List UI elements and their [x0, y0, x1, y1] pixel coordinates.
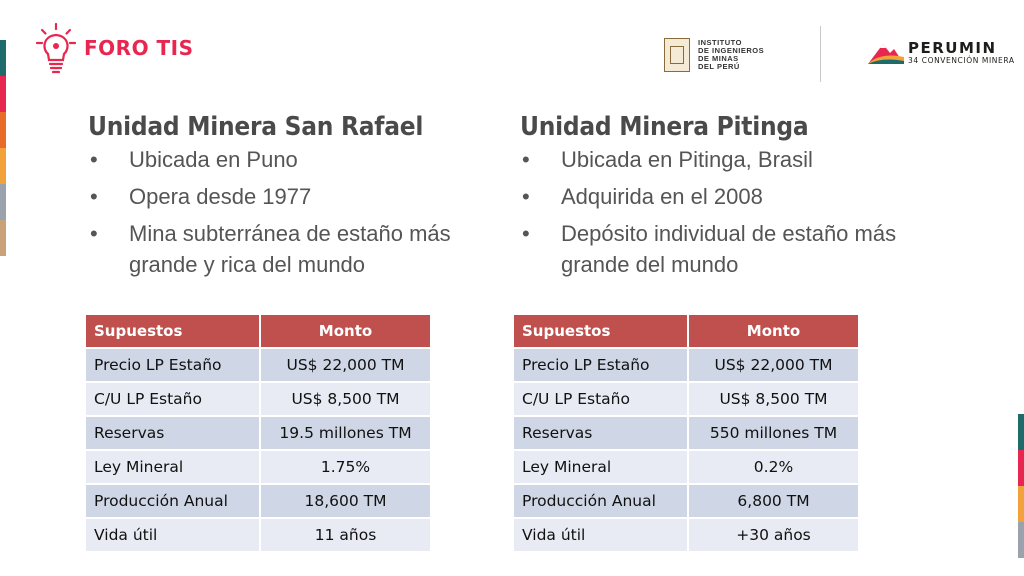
san-rafael-table: Supuestos Monto Precio LP Estaño US$ 22,… [84, 313, 432, 553]
perumin-subtitle: 34 CONVENCIÓN MINERA [908, 56, 1015, 65]
column-header: Monto [261, 315, 430, 347]
table-cell: Vida útil [514, 519, 687, 551]
list-item: Mina subterránea de estaño más grande y … [88, 218, 488, 280]
table-cell: US$ 8,500 TM [689, 383, 858, 415]
table-cell: US$ 8,500 TM [261, 383, 430, 415]
list-item: Depósito individual de estaño más grande… [520, 218, 920, 280]
column-header: Supuestos [86, 315, 259, 347]
list-item: Adquirida en el 2008 [520, 181, 920, 212]
table-row: Precio LP Estaño US$ 22,000 TM [514, 349, 858, 381]
table-cell: US$ 22,000 TM [689, 349, 858, 381]
bullet-list: Ubicada en Pitinga, Brasil Adquirida en … [520, 144, 920, 280]
table-cell: Producción Anual [86, 485, 259, 517]
table-cell: C/U LP Estaño [86, 383, 259, 415]
table-row: C/U LP Estaño US$ 8,500 TM [86, 383, 430, 415]
san-rafael-section: Unidad Minera San Rafael Ubicada en Puno… [88, 112, 488, 286]
table-cell: Reservas [86, 417, 259, 449]
table-cell: Ley Mineral [514, 451, 687, 483]
table-cell: Precio LP Estaño [514, 349, 687, 381]
list-item: Ubicada en Puno [88, 144, 488, 175]
table-row: Ley Mineral 0.2% [514, 451, 858, 483]
perumin-logo: PERUMIN 34 CONVENCIÓN MINERA [866, 40, 1015, 66]
pitinga-table: Supuestos Monto Precio LP Estaño US$ 22,… [512, 313, 860, 553]
table-header-row: Supuestos Monto [86, 315, 430, 347]
list-item: Ubicada en Pitinga, Brasil [520, 144, 920, 175]
column-header: Supuestos [514, 315, 687, 347]
table-cell: Reservas [514, 417, 687, 449]
table-row: Producción Anual 18,600 TM [86, 485, 430, 517]
table-row: Vida útil +30 años [514, 519, 858, 551]
table-cell: US$ 22,000 TM [261, 349, 430, 381]
section-title: Unidad Minera Pitinga [520, 112, 809, 142]
left-color-stripe [0, 40, 6, 256]
table-row: Vida útil 11 años [86, 519, 430, 551]
table-cell: 18,600 TM [261, 485, 430, 517]
bullet-list: Ubicada en Puno Opera desde 1977 Mina su… [88, 144, 488, 280]
column-header: Monto [689, 315, 858, 347]
table-cell: 6,800 TM [689, 485, 858, 517]
table-cell: C/U LP Estaño [514, 383, 687, 415]
mountain-icon [868, 44, 904, 64]
table-row: Precio LP Estaño US$ 22,000 TM [86, 349, 430, 381]
perumin-title: PERUMIN [908, 39, 997, 57]
table-cell: +30 años [689, 519, 858, 551]
list-item: Opera desde 1977 [88, 181, 488, 212]
table-cell: Ley Mineral [86, 451, 259, 483]
lightbulb-icon [36, 22, 76, 74]
table-header-row: Supuestos Monto [514, 315, 858, 347]
table-cell: 19.5 millones TM [261, 417, 430, 449]
iim-logo: INSTITUTO DE INGENIEROS DE MINAS DEL PER… [664, 38, 764, 72]
table-row: Ley Mineral 1.75% [86, 451, 430, 483]
table-cell: 1.75% [261, 451, 430, 483]
table-row: Reservas 19.5 millones TM [86, 417, 430, 449]
pitinga-section: Unidad Minera Pitinga Ubicada en Pitinga… [520, 112, 920, 286]
table-row: C/U LP Estaño US$ 8,500 TM [514, 383, 858, 415]
table-row: Producción Anual 6,800 TM [514, 485, 858, 517]
section-title: Unidad Minera San Rafael [88, 112, 424, 142]
iim-logo-text: INSTITUTO DE INGENIEROS DE MINAS DEL PER… [698, 38, 765, 71]
foro-tis-logo: FORO TIS [36, 22, 194, 74]
table-row: Reservas 550 millones TM [514, 417, 858, 449]
table-cell: Precio LP Estaño [86, 349, 259, 381]
table-cell: 0.2% [689, 451, 858, 483]
table-cell: 550 millones TM [689, 417, 858, 449]
table-cell: 11 años [261, 519, 430, 551]
table-cell: Vida útil [86, 519, 259, 551]
table-cell: Producción Anual [514, 485, 687, 517]
foro-tis-text: FORO TIS [84, 36, 194, 60]
right-color-stripe [1018, 414, 1024, 558]
crest-icon [664, 38, 690, 72]
header-divider [820, 26, 821, 82]
